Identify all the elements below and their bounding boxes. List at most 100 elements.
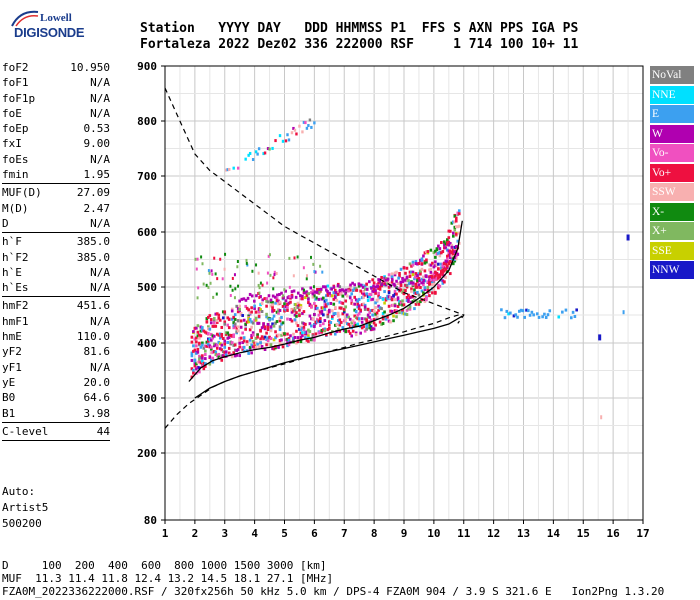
echo-point (423, 251, 427, 255)
echo-point (443, 243, 446, 247)
echo-point (259, 295, 262, 299)
param-value: 451.6 (76, 299, 110, 313)
echo-point (339, 320, 343, 324)
echo-point (221, 350, 225, 354)
echo-point (366, 298, 370, 302)
echo-point (207, 342, 210, 346)
echo-point (389, 295, 392, 299)
echo-point (288, 295, 292, 299)
echo-point (312, 285, 315, 289)
echo-point (197, 286, 200, 290)
echo-point (307, 328, 310, 332)
echo-point (257, 321, 261, 325)
echo-point (440, 270, 443, 274)
echo-point (311, 295, 315, 299)
echo-point (368, 280, 371, 284)
echo-point (420, 257, 424, 261)
echo-point (425, 260, 428, 264)
param-value: 3.98 (83, 406, 111, 420)
echo-point (339, 301, 343, 305)
echo-point (208, 271, 211, 275)
echo-point (405, 285, 409, 289)
echo-point (301, 331, 304, 335)
echo-point (200, 255, 203, 259)
echo-point (332, 302, 336, 306)
echo-point (428, 263, 431, 267)
echo-point (295, 341, 298, 345)
echo-point (230, 307, 234, 311)
echo-point (245, 261, 248, 265)
echo-point (408, 307, 412, 311)
echo-point (282, 296, 285, 300)
echo-point (193, 361, 197, 365)
echo-point (354, 298, 358, 302)
echo-point (247, 308, 250, 312)
echo-point (196, 257, 199, 261)
echo-point (402, 303, 406, 307)
echo-point (365, 323, 368, 327)
echo-point (303, 291, 306, 295)
echo-point (429, 270, 433, 274)
echo-point (227, 351, 231, 355)
echo-point (351, 288, 355, 292)
echo-point (198, 366, 201, 370)
param-label: hmE (2, 330, 22, 344)
echo-point (451, 252, 455, 256)
echo-point (229, 294, 232, 298)
echo-point (274, 336, 277, 340)
echo-point (395, 315, 398, 319)
echo-point (242, 336, 246, 340)
echo-point (217, 316, 221, 320)
echo-point (236, 259, 239, 263)
echo-point (304, 121, 307, 125)
echo-point (398, 287, 401, 291)
echo-point (260, 326, 264, 330)
echo-point (405, 308, 409, 312)
echo-point (269, 343, 273, 347)
echo-point (229, 284, 232, 288)
x-tick-label: 4 (251, 527, 258, 540)
echo-point (261, 283, 264, 287)
param-value: 385.0 (76, 250, 110, 264)
echo-point (205, 340, 209, 344)
echo-point (195, 340, 198, 344)
echo-point (411, 270, 415, 274)
echo-point (369, 293, 373, 297)
echo-point (363, 329, 367, 333)
echo-point (310, 125, 313, 129)
echo-point (193, 348, 197, 352)
echo-point (271, 303, 274, 307)
param-row-hme: hmE 110.0 (2, 329, 110, 344)
echo-point (308, 118, 312, 122)
echo-point (251, 321, 255, 325)
echo-point (360, 303, 364, 307)
echo-point (311, 289, 315, 293)
auto-label: Auto: (2, 485, 36, 498)
echo-point (449, 242, 452, 246)
echo-point (350, 298, 354, 302)
echo-point (353, 314, 357, 318)
param-row-fof2: foF2 10.950 (2, 60, 110, 75)
param-row-yf1: yF1 N/A (2, 360, 110, 375)
echo-point (271, 300, 274, 304)
echo-point (457, 231, 461, 235)
echo-point (336, 311, 340, 315)
echo-point (434, 255, 437, 259)
x-tick-label: 1 (162, 527, 169, 540)
echo-point (295, 306, 298, 310)
echo-point (308, 330, 312, 334)
echo-point (208, 338, 212, 342)
echo-point (374, 285, 377, 289)
echo-point (548, 309, 552, 313)
echo-point (365, 327, 368, 331)
echo-point (417, 262, 421, 266)
echo-point (446, 257, 449, 261)
echo-point (305, 274, 308, 278)
echo-point (250, 351, 253, 355)
echo-point (457, 224, 461, 228)
echo-point (239, 311, 243, 315)
echo-point (308, 302, 312, 306)
echo-point (247, 351, 250, 355)
echo-point (232, 166, 235, 170)
echo-point (305, 330, 309, 334)
